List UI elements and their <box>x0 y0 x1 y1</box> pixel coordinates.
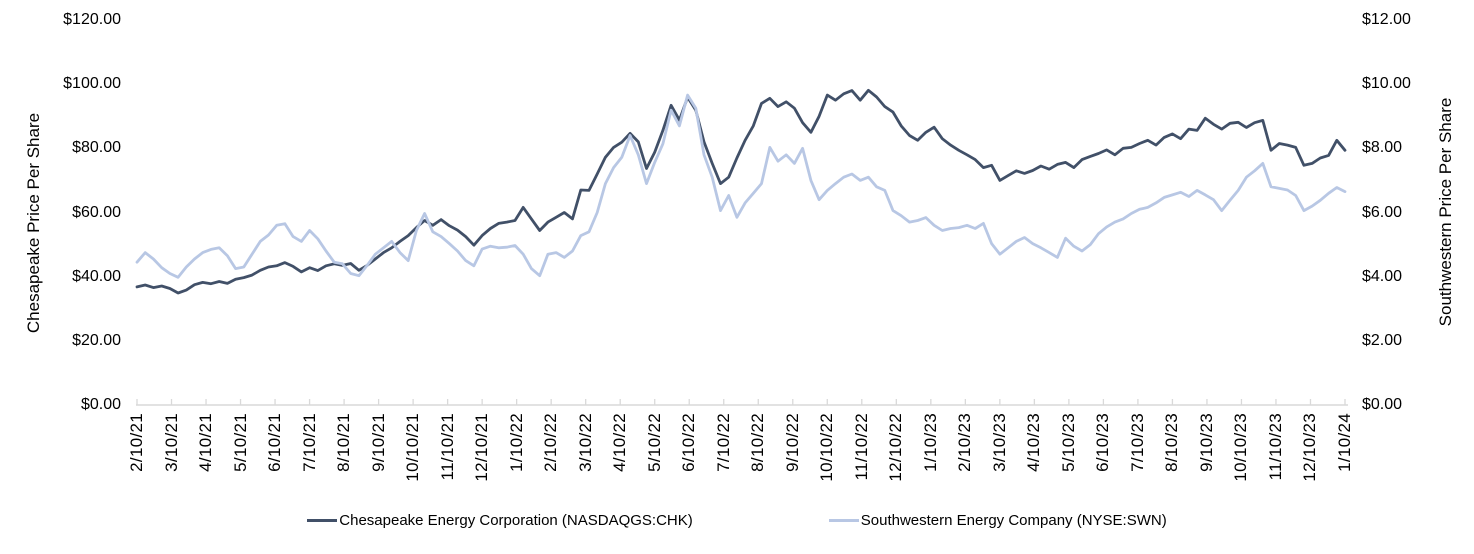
left-axis-tick-label: $120.00 <box>63 11 121 28</box>
legend-item-chesapeake: Chesapeake Energy Corporation (NASDAQGS:… <box>307 512 693 529</box>
right-axis-tick-label: $4.00 <box>1362 267 1403 285</box>
right-axis-tick-label: $2.00 <box>1362 331 1403 349</box>
southwestern-line-swatch <box>828 519 859 522</box>
chesapeake-series-line <box>135 88 1347 295</box>
left-axis-tick-label: $60.00 <box>72 203 121 221</box>
legend-label-chesapeake: Chesapeake Energy Corporation (NASDAQGS:… <box>339 512 693 529</box>
left-axis-tick-label: $80.00 <box>72 139 121 157</box>
legend-item-southwestern: Southwestern Energy Company (NYSE:SWN) <box>828 512 1167 529</box>
southwestern-series-line <box>135 93 1347 279</box>
left-axis-tick-label: $20.00 <box>72 331 121 349</box>
right-axis-tick-label: $6.00 <box>1362 203 1403 221</box>
legend-label-southwestern: Southwestern Energy Company (NYSE:SWN) <box>860 512 1167 529</box>
left-axis-tick-label: $0.00 <box>80 396 121 413</box>
right-axis-tick-label: $10.00 <box>1362 75 1411 93</box>
right-axis-tick-label: $0.00 <box>1362 396 1403 413</box>
right-axis-tick-label: $8.00 <box>1362 139 1403 157</box>
left-axis-tick-label: $100.00 <box>63 75 121 93</box>
left-axis-tick-label: $40.00 <box>72 267 121 285</box>
legend: Chesapeake Energy Corporation (NASDAQGS:… <box>0 512 1474 529</box>
chesapeake-line-swatch <box>307 519 338 522</box>
right-axis-tick-label: $12.00 <box>1362 11 1411 28</box>
